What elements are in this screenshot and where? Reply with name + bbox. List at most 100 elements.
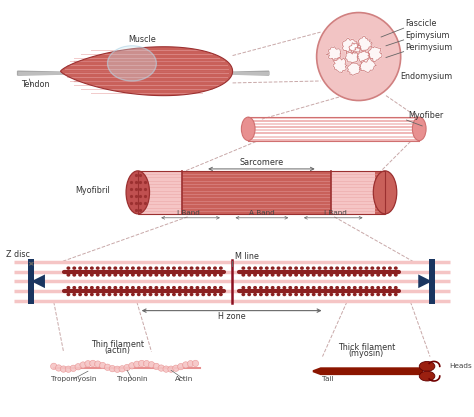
Ellipse shape xyxy=(213,273,217,276)
Ellipse shape xyxy=(119,366,125,372)
Ellipse shape xyxy=(294,286,298,289)
Ellipse shape xyxy=(201,273,205,276)
Ellipse shape xyxy=(271,266,274,270)
Ellipse shape xyxy=(259,273,263,276)
Ellipse shape xyxy=(55,365,62,371)
Ellipse shape xyxy=(306,286,310,289)
Ellipse shape xyxy=(153,363,160,369)
Ellipse shape xyxy=(341,273,345,276)
Ellipse shape xyxy=(108,266,111,270)
Text: Tail: Tail xyxy=(322,376,333,382)
Ellipse shape xyxy=(207,266,211,270)
Ellipse shape xyxy=(172,273,176,276)
Ellipse shape xyxy=(207,273,211,276)
Ellipse shape xyxy=(125,286,129,289)
Ellipse shape xyxy=(323,266,328,270)
Ellipse shape xyxy=(184,293,188,296)
Text: Z disc: Z disc xyxy=(6,250,30,259)
Ellipse shape xyxy=(306,273,310,276)
Ellipse shape xyxy=(131,273,135,276)
Ellipse shape xyxy=(300,293,304,296)
Ellipse shape xyxy=(365,293,368,296)
Ellipse shape xyxy=(178,286,182,289)
Ellipse shape xyxy=(75,364,82,370)
Ellipse shape xyxy=(172,286,176,289)
Ellipse shape xyxy=(388,273,392,276)
Ellipse shape xyxy=(283,273,286,276)
Ellipse shape xyxy=(184,286,188,289)
Ellipse shape xyxy=(195,266,200,270)
Text: Tendon: Tendon xyxy=(21,80,50,89)
Bar xyxy=(331,171,375,214)
Ellipse shape xyxy=(137,286,141,289)
Bar xyxy=(28,259,34,304)
Ellipse shape xyxy=(160,293,164,296)
Ellipse shape xyxy=(323,273,328,276)
Ellipse shape xyxy=(178,364,184,370)
Ellipse shape xyxy=(394,273,398,276)
Ellipse shape xyxy=(96,266,100,270)
Ellipse shape xyxy=(283,266,286,270)
Text: Thick filament: Thick filament xyxy=(338,343,395,352)
Ellipse shape xyxy=(125,293,129,296)
Ellipse shape xyxy=(300,266,304,270)
Ellipse shape xyxy=(60,366,67,372)
Ellipse shape xyxy=(100,362,106,369)
Ellipse shape xyxy=(376,293,380,296)
Ellipse shape xyxy=(419,362,435,371)
Ellipse shape xyxy=(90,360,96,367)
Ellipse shape xyxy=(388,266,392,270)
Ellipse shape xyxy=(166,273,170,276)
Ellipse shape xyxy=(73,293,76,296)
Ellipse shape xyxy=(190,293,193,296)
Ellipse shape xyxy=(80,362,86,368)
Ellipse shape xyxy=(173,365,179,372)
Ellipse shape xyxy=(341,266,345,270)
Ellipse shape xyxy=(306,266,310,270)
Ellipse shape xyxy=(265,286,269,289)
Ellipse shape xyxy=(168,366,174,372)
Ellipse shape xyxy=(365,273,368,276)
Ellipse shape xyxy=(187,361,194,367)
Ellipse shape xyxy=(213,293,217,296)
Polygon shape xyxy=(333,58,347,73)
Bar xyxy=(138,171,182,214)
Ellipse shape xyxy=(388,286,392,289)
Ellipse shape xyxy=(213,286,217,289)
Bar xyxy=(182,171,331,214)
Ellipse shape xyxy=(370,286,374,289)
Ellipse shape xyxy=(195,286,200,289)
Ellipse shape xyxy=(388,293,392,296)
Ellipse shape xyxy=(370,266,374,270)
Ellipse shape xyxy=(131,293,135,296)
Ellipse shape xyxy=(125,273,129,276)
Polygon shape xyxy=(345,50,358,63)
Text: Myofibril: Myofibril xyxy=(75,186,110,195)
Ellipse shape xyxy=(359,293,363,296)
Ellipse shape xyxy=(318,266,321,270)
Ellipse shape xyxy=(96,273,100,276)
Ellipse shape xyxy=(65,366,72,372)
Ellipse shape xyxy=(109,365,116,372)
Ellipse shape xyxy=(300,273,304,276)
Text: Fascicle: Fascicle xyxy=(406,19,437,28)
Ellipse shape xyxy=(419,371,435,381)
Ellipse shape xyxy=(276,293,281,296)
Ellipse shape xyxy=(323,293,328,296)
Ellipse shape xyxy=(370,293,374,296)
Ellipse shape xyxy=(172,266,176,270)
Polygon shape xyxy=(359,58,376,73)
Ellipse shape xyxy=(201,266,205,270)
Ellipse shape xyxy=(241,273,245,276)
Text: Muscle: Muscle xyxy=(128,35,155,44)
Ellipse shape xyxy=(376,266,380,270)
Ellipse shape xyxy=(247,286,251,289)
Ellipse shape xyxy=(294,266,298,270)
Ellipse shape xyxy=(160,286,164,289)
Ellipse shape xyxy=(178,293,182,296)
Ellipse shape xyxy=(148,286,153,289)
Ellipse shape xyxy=(213,266,217,270)
Text: Actin: Actin xyxy=(174,376,193,382)
Ellipse shape xyxy=(335,286,339,289)
Text: Tropomyosin: Tropomyosin xyxy=(51,376,96,382)
